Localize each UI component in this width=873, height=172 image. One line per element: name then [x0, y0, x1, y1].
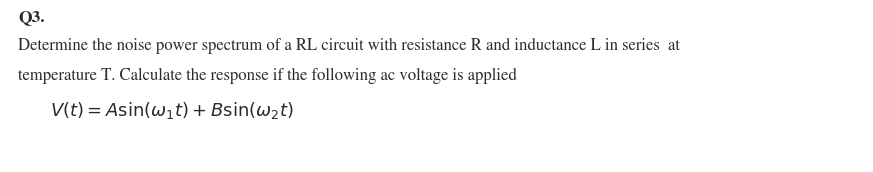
Text: Determine the noise power spectrum of a RL circuit with resistance R and inducta: Determine the noise power spectrum of a …: [18, 38, 680, 54]
Text: Q3.: Q3.: [18, 10, 45, 25]
Text: temperature T. Calculate the response if the following ac voltage is applied: temperature T. Calculate the response if…: [18, 68, 517, 84]
Text: $V(t)=A\sin(\omega_1 t)+B\sin(\omega_2 t)$: $V(t)=A\sin(\omega_1 t)+B\sin(\omega_2 t…: [50, 100, 293, 121]
